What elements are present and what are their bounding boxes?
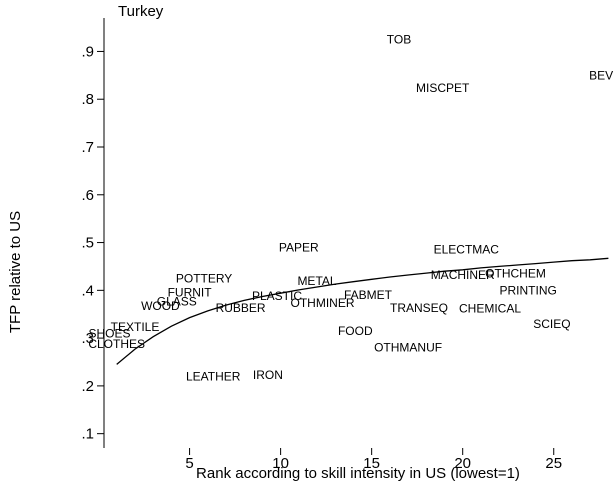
point-label-othchem: OTHCHEM <box>485 267 546 281</box>
point-label-shoes: SHOES <box>88 326 130 340</box>
point-label-furnit: FURNIT <box>168 286 213 300</box>
point-label-electmac: ELECTMAC <box>434 243 500 257</box>
fitted-curve <box>116 257 609 365</box>
y-tick-label: .4 <box>81 282 94 299</box>
point-label-iron: IRON <box>253 368 283 382</box>
point-label-textile: TEXTILE <box>111 320 160 334</box>
point-label-machiner: MACHINER <box>431 268 495 282</box>
y-tick-label: .8 <box>81 91 94 108</box>
point-label-food: FOOD <box>338 324 373 338</box>
y-axis-ticks: .1 .2 .3 .4 .5 .6 .7 .8 .9 <box>81 43 104 443</box>
y-tick-label: .2 <box>81 378 94 395</box>
x-axis-ticks: 5 10 15 20 25 <box>185 448 562 472</box>
point-label-wood: WOOD <box>141 299 180 313</box>
point-label-fabmet: FABMET <box>344 288 393 302</box>
x-tick-label: 20 <box>454 455 471 472</box>
point-label-plastic: PLASTIC <box>252 289 302 303</box>
point-label-miscpet: MISCPET <box>416 81 470 95</box>
point-label-othmanuf: OTHMANUF <box>374 341 442 355</box>
point-label-leather: LEATHER <box>186 369 241 383</box>
point-label-pottery: POTTERY <box>176 271 232 285</box>
point-label-glass: GLASS <box>157 294 197 308</box>
point-label-printing: PRINTING <box>500 283 557 297</box>
point-label-scieq: SCIEQ <box>533 317 570 331</box>
x-tick-label: 15 <box>363 455 380 472</box>
point-label-othminer: OTHMINER <box>291 296 355 310</box>
point-label-metal: METAL <box>297 274 336 288</box>
y-tick-label: .5 <box>81 235 94 252</box>
point-label-paper: PAPER <box>279 240 319 254</box>
y-tick-label: .7 <box>81 139 94 156</box>
x-axis-title: Rank according to skill intensity in US … <box>196 465 520 482</box>
y-tick-label: .3 <box>81 330 94 347</box>
x-tick-label: 10 <box>272 455 289 472</box>
chart-title: Turkey <box>118 3 164 20</box>
y-tick-label: .9 <box>81 43 94 60</box>
point-label-rubber: RUBBER <box>216 301 266 315</box>
point-label-clothes: CLOTHES <box>88 337 145 351</box>
y-tick-label: .6 <box>81 187 94 204</box>
y-tick-label: .1 <box>81 426 94 443</box>
x-tick-label: 25 <box>545 455 562 472</box>
point-label-tob: TOB <box>387 33 411 47</box>
point-label-transeq: TRANSEQ <box>390 301 448 315</box>
point-label-bev: BEV <box>589 68 613 82</box>
y-axis-title: TFP relative to US <box>7 211 24 333</box>
x-tick-label: 5 <box>185 455 193 472</box>
point-label-chemical: CHEMICAL <box>459 302 521 316</box>
